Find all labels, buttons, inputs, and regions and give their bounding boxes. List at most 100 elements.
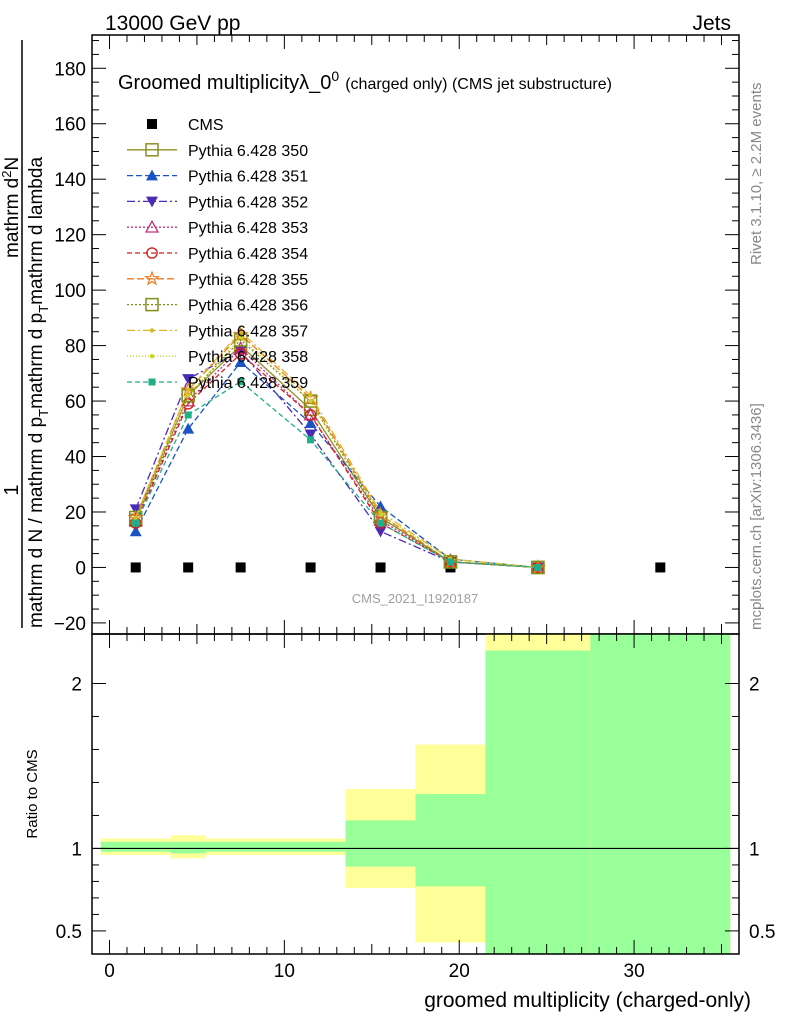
ratio-x-axis: 0 10 20 30 <box>104 634 723 982</box>
ratio-y-label: Ratio to CMS <box>24 749 41 838</box>
legend-label: Pythia 6.428 352 <box>188 194 308 211</box>
main-y-tick-label: 160 <box>54 115 86 136</box>
main-y-tick-label: 120 <box>54 226 86 247</box>
data-point <box>308 393 313 398</box>
ratio-y-tick-label-right: 0.5 <box>749 922 775 943</box>
ratio-band-green <box>100 841 171 852</box>
legend-label: CMS <box>188 117 224 134</box>
data-point <box>180 381 197 397</box>
data-point <box>184 411 192 419</box>
data-point <box>377 519 385 527</box>
y-label-numerator-right: mathrm d2N <box>0 157 23 258</box>
data-point <box>304 429 317 441</box>
x-tick-label: 20 <box>449 961 470 982</box>
data-point <box>130 562 141 573</box>
y-label-denominator: mathrm d N / mathrm d pTmathrm d pTmathr… <box>26 157 51 628</box>
main-title-sup: 0 <box>331 68 339 84</box>
data-point <box>183 562 194 573</box>
legend-marker <box>147 119 157 129</box>
main-y-tick-label: 180 <box>54 59 86 80</box>
data-point <box>308 398 313 404</box>
main-title-text: Groomed multiplicityλ_0 <box>118 72 331 94</box>
legend-entry: Pythia 6.428 350 <box>127 143 308 160</box>
y-label-num-b: N <box>2 157 23 171</box>
data-point <box>185 387 191 393</box>
data-point <box>304 417 317 429</box>
main-y-tick-label: 40 <box>65 448 86 469</box>
main-panel: −20 0 20 40 60 80 100 120 140 160 180 Groomed mult… <box>54 34 740 635</box>
data-point <box>233 333 248 347</box>
y-label-den-b: mathrm d p <box>26 313 47 409</box>
ratio-panel: 0.5 0.5 1 1 2 2 0 10 20 30 Ratio to CMS groomed … <box>24 633 775 1012</box>
ratio-y-tick-label-right: 2 <box>749 674 760 695</box>
main-y-tick-label: −20 <box>54 614 86 635</box>
ratio-y-tick-label: 0.5 <box>56 922 82 943</box>
legend-marker <box>149 354 155 359</box>
legend-label: Pythia 6.428 357 <box>188 323 308 340</box>
legend-label: Pythia 6.428 354 <box>188 246 308 263</box>
data-point <box>446 558 454 566</box>
y-label-numerator: 1 <box>1 484 23 495</box>
y-label-num-a: mathrm d <box>2 178 23 258</box>
legend-entry: Pythia 6.428 352 <box>127 194 308 211</box>
y-label-den-a: mathrm d N / mathrm d p <box>26 417 47 628</box>
x-tick-label: 10 <box>274 961 295 982</box>
data-point <box>378 512 383 517</box>
data-point <box>234 356 247 368</box>
legend-entry: Pythia 6.428 356 <box>127 298 308 315</box>
header-right: Jets <box>692 12 731 35</box>
main-y-tick-label: 0 <box>75 558 86 579</box>
rivet-label: Rivet 3.1.10, ≥ 2.2M events <box>748 83 765 266</box>
y-label-den-c: mathrm d lambda <box>26 157 47 305</box>
data-point <box>235 562 246 573</box>
legend-marker <box>146 247 158 259</box>
data-point <box>374 526 387 538</box>
main-y-label: 1 mathrm d N / mathrm d pTmathrm d pTmat… <box>0 40 51 628</box>
ratio-band-green <box>205 841 346 852</box>
data-point <box>234 348 247 360</box>
series-cms <box>130 562 666 573</box>
y-label-den-sub2: T <box>36 305 51 313</box>
main-y-tick-label: 140 <box>54 170 86 191</box>
ratio-band-green <box>590 634 731 954</box>
data-point <box>182 374 195 385</box>
header-left: 13000 GeV pp <box>105 12 240 35</box>
data-point <box>238 335 243 340</box>
main-series-layer <box>127 326 666 575</box>
main-y-axis: −20 0 20 40 60 80 100 120 140 160 180 <box>54 40 739 635</box>
y-label-num-sup: 2 <box>0 171 14 178</box>
legend-entry: Pythia 6.428 358 <box>127 349 308 366</box>
mcplots-label: mcplots.cern.ch [arXiv:1306.3436] <box>748 403 765 630</box>
legend-label: Pythia 6.428 359 <box>188 375 308 392</box>
legend-marker <box>146 169 158 181</box>
ratio-y-tick-label: 2 <box>71 674 82 695</box>
series-pythia-359 <box>132 378 542 571</box>
data-point <box>185 393 191 398</box>
data-point <box>305 562 316 573</box>
main-title: Groomed multiplicityλ_00 (charged only) (… <box>118 68 612 94</box>
data-point <box>307 436 315 444</box>
legend: CMS Pythia 6.428 350 Pythia 6.428 351 Pythi… <box>127 117 308 392</box>
legend-entry: Pythia 6.428 353 <box>127 219 308 237</box>
legend-label: Pythia 6.428 356 <box>188 298 308 315</box>
main-y-tick-label: 60 <box>65 392 86 413</box>
data-point <box>304 409 317 421</box>
data-point <box>655 562 666 573</box>
legend-marker <box>146 196 158 208</box>
data-point <box>238 329 243 334</box>
ratio-band-green <box>415 794 486 887</box>
data-point <box>182 422 195 434</box>
x-tick-label: 0 <box>104 961 115 982</box>
data-point <box>375 562 386 573</box>
legend-marker <box>148 378 156 386</box>
main-title-suffix: (charged only) (CMS jet substructure) <box>345 76 612 93</box>
x-axis-label: groomed multiplicity (charged-only) <box>424 989 751 1012</box>
ratio-frame <box>91 633 740 955</box>
legend-marker <box>149 328 155 333</box>
data-point <box>374 500 387 512</box>
ratio-band-green <box>345 820 416 867</box>
y-label-den-sub: T <box>36 409 51 417</box>
legend-marker <box>144 219 160 233</box>
watermark: CMS_2021_I1920187 <box>352 591 479 606</box>
